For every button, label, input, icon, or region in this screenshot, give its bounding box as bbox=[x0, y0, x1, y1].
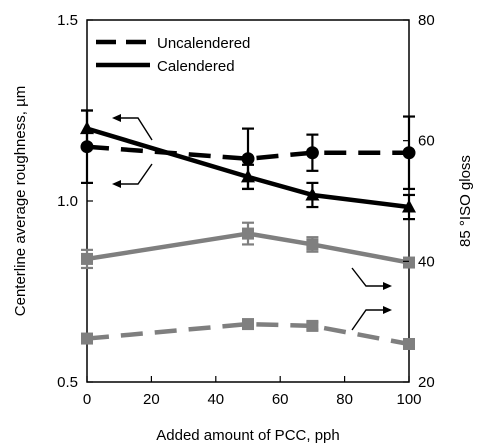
legend: Uncalendered Calendered bbox=[96, 35, 250, 75]
x-tick-label: 0 bbox=[83, 391, 91, 408]
pointer-arrow bbox=[351, 309, 390, 331]
x-tick-label: 80 bbox=[336, 391, 353, 408]
legend-label: Calendered bbox=[157, 58, 235, 75]
legend-label: Uncalendered bbox=[157, 35, 250, 52]
pointer-arrow bbox=[351, 267, 390, 287]
data-point bbox=[305, 187, 320, 201]
y2-tick-label: 20 bbox=[418, 374, 435, 391]
data-point bbox=[305, 146, 319, 160]
data-point bbox=[242, 227, 254, 240]
data-point bbox=[306, 319, 319, 332]
axis-pointer-arrows bbox=[112, 114, 392, 331]
data-point bbox=[81, 332, 93, 345]
series-line bbox=[86, 321, 410, 347]
x-axis-label: Added amount of PCC, pph bbox=[156, 427, 339, 444]
y-axis-label: Centerline average roughness, µm bbox=[12, 86, 29, 316]
y2-axis-label: 85 °ISO gloss bbox=[457, 155, 474, 247]
x-tick-label: 20 bbox=[143, 391, 160, 408]
data-point bbox=[306, 238, 319, 251]
data-point bbox=[402, 146, 416, 160]
y2-tick-label: 60 bbox=[418, 133, 435, 150]
pointer-arrow bbox=[114, 163, 153, 185]
data-point bbox=[402, 199, 416, 213]
y-tick-label: 0.5 bbox=[57, 374, 78, 391]
y-tick-label: 1.0 bbox=[57, 193, 78, 210]
x-tick-label: 40 bbox=[207, 391, 224, 408]
data-point bbox=[80, 121, 94, 135]
pointer-arrow bbox=[114, 117, 153, 141]
series-1 bbox=[80, 109, 416, 221]
data-point bbox=[241, 169, 255, 183]
y-tick-label: 1.5 bbox=[57, 12, 78, 29]
pointer-arrowhead bbox=[112, 180, 121, 188]
series-line bbox=[86, 126, 410, 210]
data-point bbox=[242, 318, 254, 331]
data-point bbox=[241, 152, 255, 166]
data-point bbox=[403, 256, 415, 269]
y2-tick-label: 80 bbox=[418, 12, 435, 29]
pointer-arrowhead bbox=[383, 306, 392, 314]
series-2 bbox=[81, 221, 415, 270]
pointer-arrowhead bbox=[112, 114, 121, 122]
series-3 bbox=[81, 318, 415, 350]
pointer-arrowhead bbox=[383, 282, 392, 290]
series-line bbox=[86, 231, 410, 265]
data-point bbox=[81, 252, 93, 265]
data-point bbox=[403, 337, 415, 350]
x-tick-label: 100 bbox=[396, 391, 421, 408]
y2-tick-label: 40 bbox=[418, 253, 435, 270]
x-tick-label: 60 bbox=[272, 391, 289, 408]
